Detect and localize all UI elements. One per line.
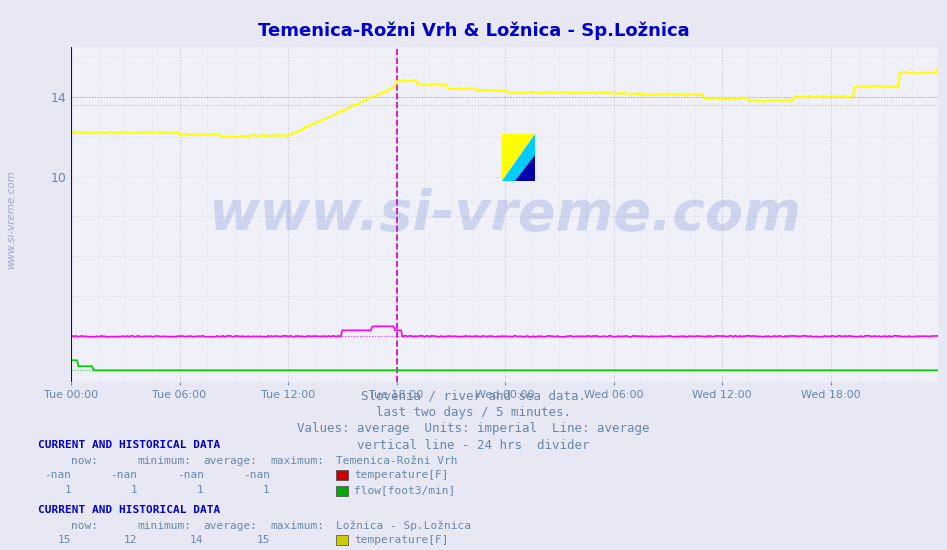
Text: 1: 1 (64, 485, 71, 496)
Text: 12: 12 (124, 535, 137, 545)
Text: Ložnica - Sp.Ložnica: Ložnica - Sp.Ložnica (336, 520, 472, 531)
Text: 1: 1 (263, 485, 270, 496)
Text: temperature[F]: temperature[F] (354, 470, 449, 480)
Text: average:: average: (204, 520, 258, 531)
Text: Slovenia / river and sea data.: Slovenia / river and sea data. (361, 389, 586, 403)
Text: -nan: -nan (44, 470, 71, 480)
Text: Values: average  Units: imperial  Line: average: Values: average Units: imperial Line: av… (297, 422, 650, 436)
Text: Temenica-Rožni Vrh & Ložnica - Sp.Ložnica: Temenica-Rožni Vrh & Ložnica - Sp.Ložnic… (258, 21, 689, 40)
Text: maximum:: maximum: (270, 455, 324, 466)
Text: temperature[F]: temperature[F] (354, 535, 449, 545)
Text: 15: 15 (257, 535, 270, 545)
Text: minimum:: minimum: (137, 455, 191, 466)
Polygon shape (502, 134, 535, 181)
Text: 1: 1 (197, 485, 204, 496)
Text: now:: now: (71, 520, 98, 531)
Text: vertical line - 24 hrs  divider: vertical line - 24 hrs divider (357, 439, 590, 452)
Text: CURRENT AND HISTORICAL DATA: CURRENT AND HISTORICAL DATA (38, 505, 220, 515)
Text: 15: 15 (58, 535, 71, 545)
Text: now:: now: (71, 455, 98, 466)
Text: maximum:: maximum: (270, 520, 324, 531)
Text: -nan: -nan (242, 470, 270, 480)
Text: www.si-vreme.com: www.si-vreme.com (207, 188, 801, 241)
Polygon shape (502, 134, 535, 181)
Text: CURRENT AND HISTORICAL DATA: CURRENT AND HISTORICAL DATA (38, 440, 220, 450)
Text: Temenica-Rožni Vrh: Temenica-Rožni Vrh (336, 455, 457, 466)
Polygon shape (515, 155, 535, 181)
Text: average:: average: (204, 455, 258, 466)
Text: flow[foot3/min]: flow[foot3/min] (354, 485, 456, 496)
Text: last two days / 5 minutes.: last two days / 5 minutes. (376, 406, 571, 419)
Text: minimum:: minimum: (137, 520, 191, 531)
Text: -nan: -nan (110, 470, 137, 480)
Text: 1: 1 (131, 485, 137, 496)
Text: 14: 14 (190, 535, 204, 545)
Text: -nan: -nan (176, 470, 204, 480)
Text: www.si-vreme.com: www.si-vreme.com (7, 170, 16, 270)
